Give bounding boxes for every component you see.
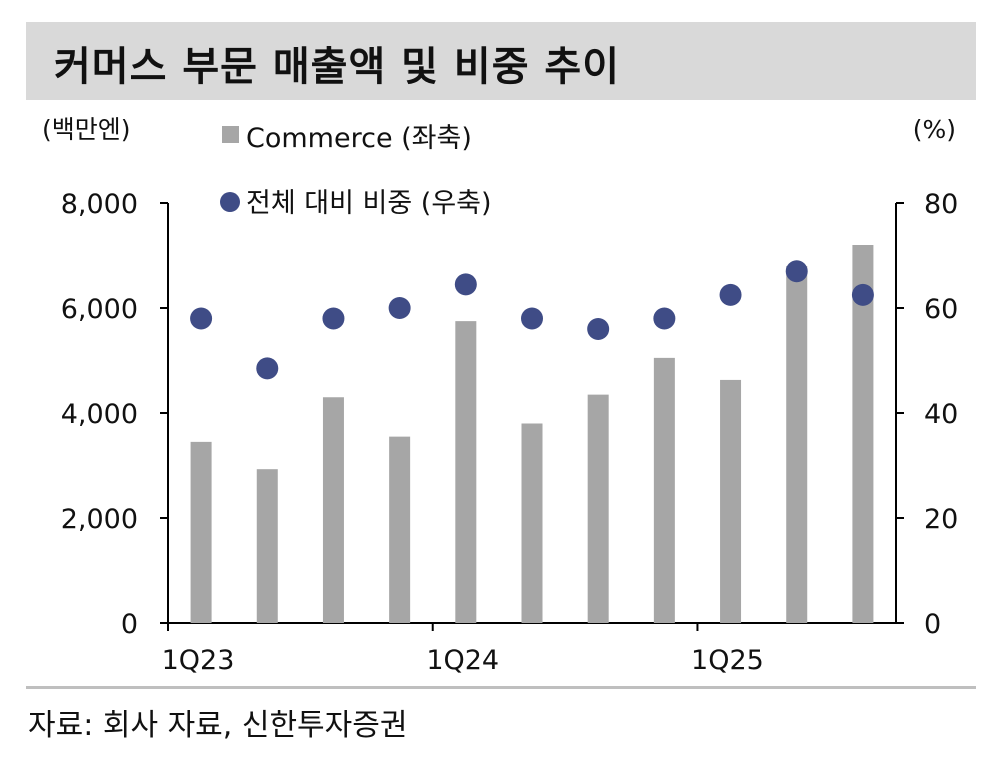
bar-3Q25 — [852, 245, 874, 623]
dot-1Q25 — [719, 283, 742, 306]
bar-series — [190, 245, 874, 623]
dot-3Q24 — [587, 318, 610, 340]
dot-3Q25 — [851, 283, 874, 306]
right-unit-label: (%) — [913, 115, 956, 144]
dot-2Q23 — [256, 357, 279, 380]
right-tick-label: 80 — [924, 189, 958, 220]
bar-2Q25 — [786, 266, 808, 623]
right-tick-label: 60 — [924, 294, 958, 325]
left-unit-label: (백만엔) — [42, 115, 131, 144]
dot-series — [190, 260, 874, 380]
dot-4Q24 — [653, 307, 676, 330]
bar-1Q23 — [190, 441, 212, 623]
source-note: 자료: 회사 자료, 신한투자증권 — [28, 708, 408, 743]
bar-1Q24 — [455, 321, 477, 623]
dot-3Q23 — [322, 307, 345, 330]
chart-title: 커머스 부문 매출액 및 비중 추이 — [54, 44, 621, 90]
legend-bar-label: Commerce (좌축) — [246, 123, 472, 154]
right-tick-label: 40 — [924, 399, 958, 430]
left-tick-label: 0 — [121, 609, 138, 640]
chart: 0 2,000 4,000 6,000 8,000 0 20 40 60 80 1Q23 1Q24 1Q… — [42, 115, 958, 676]
dot-1Q23 — [190, 307, 213, 330]
bar-4Q24 — [653, 357, 675, 623]
bar-3Q23 — [322, 397, 344, 623]
bar-1Q25 — [720, 379, 742, 623]
left-tick-label: 8,000 — [61, 189, 138, 220]
dot-2Q24 — [521, 307, 543, 330]
x-tick-label: 1Q25 — [691, 645, 764, 676]
left-tick-label: 4,000 — [61, 399, 138, 430]
dot-2Q25 — [785, 260, 808, 283]
bar-3Q24 — [587, 394, 609, 623]
dot-4Q23 — [388, 297, 411, 319]
right-tick-label: 0 — [924, 609, 941, 640]
legend-bar-swatch — [222, 126, 239, 143]
footer-rule — [26, 686, 976, 689]
x-tick-label: 1Q24 — [426, 645, 499, 676]
bar-2Q23 — [256, 469, 278, 623]
bar-4Q23 — [389, 436, 411, 623]
dot-1Q24 — [454, 273, 477, 296]
title-bar: 커머스 부문 매출액 및 비중 추이 — [26, 22, 976, 100]
legend-dot-swatch — [220, 192, 240, 212]
x-tick-label: 1Q23 — [162, 645, 235, 676]
left-tick-label: 6,000 — [61, 294, 138, 325]
legend-dot-label: 전체 대비 비중 (우축) — [246, 188, 492, 219]
left-tick-label: 2,000 — [61, 504, 138, 535]
right-tick-label: 20 — [924, 504, 958, 535]
axis-labels: 0 2,000 4,000 6,000 8,000 0 20 40 60 80 1Q23 1Q24 1Q… — [42, 115, 958, 676]
bar-2Q24 — [521, 423, 543, 623]
legend: Commerce (좌축) 전체 대비 비중 (우축) — [220, 123, 492, 219]
